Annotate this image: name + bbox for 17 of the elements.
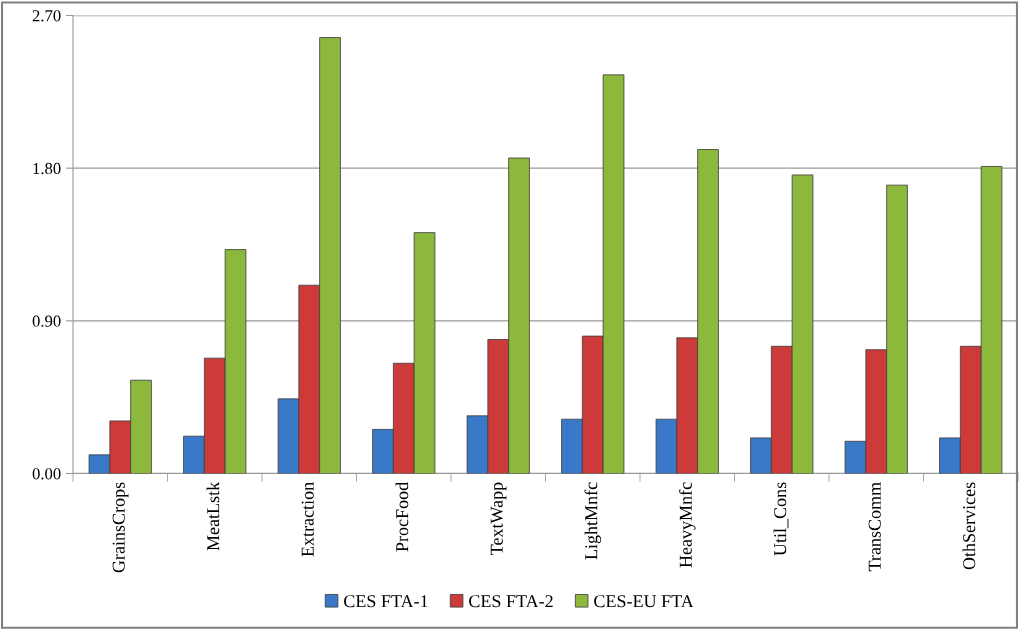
x-tick-label: ProcFood [395, 482, 409, 552]
legend-label: CES FTA-2 [469, 595, 553, 608]
y-tick-label: 0.90 [32, 315, 61, 327]
y-tick-label: 0.00 [32, 468, 61, 480]
legend-label: CES-EU FTA [594, 595, 694, 608]
x-tick-label: MeatLstk [206, 481, 220, 551]
y-tick-label: 2.70 [32, 10, 61, 22]
x-tick-label: TransComm [868, 482, 881, 572]
x-tick-label: TextWapp [490, 482, 507, 555]
x-tick-label: Util_Cons [773, 482, 789, 556]
x-tick-label: GrainsCrops [112, 482, 129, 573]
x-tick-label: HeavyMnfc [678, 482, 696, 568]
x-tick-label: OthServices [962, 482, 976, 570]
legend-label: CES FTA-1 [344, 595, 428, 608]
x-tick-label: Extraction [301, 482, 314, 557]
y-tick-label: 1.80 [33, 162, 61, 175]
x-tick-label: LightMnfc [584, 482, 602, 560]
